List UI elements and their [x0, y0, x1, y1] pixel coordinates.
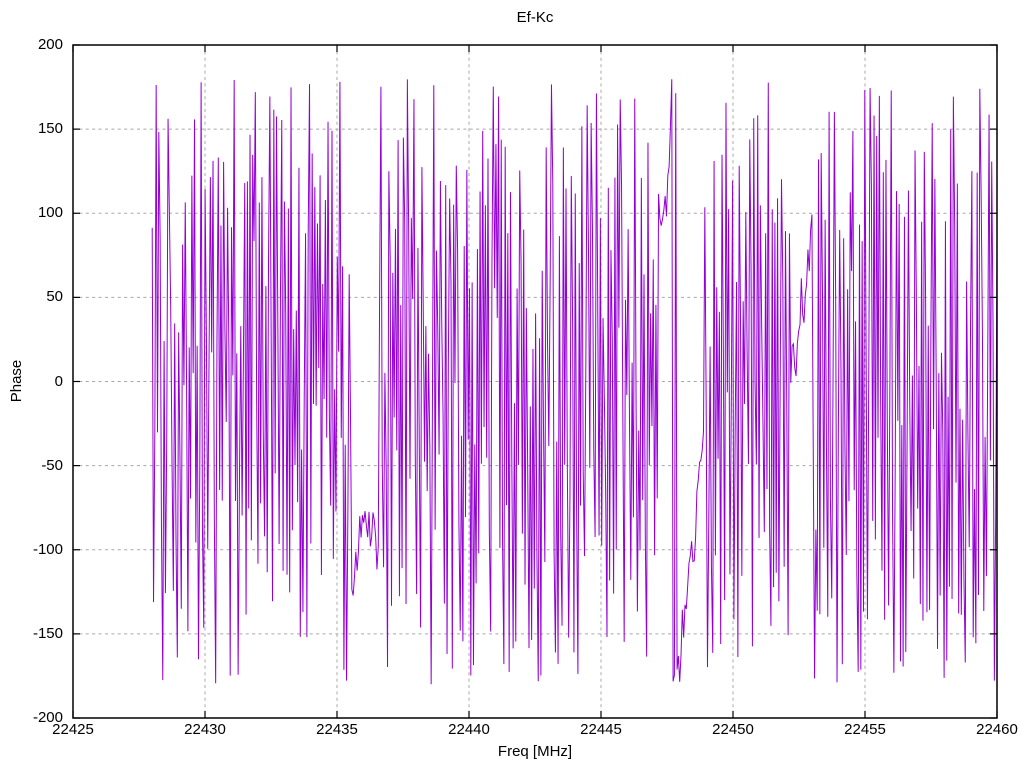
y-tick-label: 0 — [54, 372, 63, 390]
y-tick-label: -200 — [32, 709, 63, 726]
y-tick-label: -150 — [32, 624, 63, 642]
x-tick-label: 22430 — [184, 721, 226, 738]
x-tick-label: 22445 — [580, 721, 622, 738]
x-tick-label: 22425 — [52, 721, 94, 738]
x-tick-label: 22440 — [448, 721, 490, 738]
y-tick-label: -50 — [41, 456, 63, 474]
x-tick-label: 22455 — [844, 721, 886, 738]
x-tick-label: 22435 — [316, 721, 358, 738]
y-tick-label: -100 — [32, 540, 63, 558]
plot-border — [72, 44, 998, 719]
y-tick-label: 100 — [37, 204, 63, 222]
y-tick-label: 200 — [37, 36, 63, 53]
x-tick-label: 22460 — [976, 721, 1018, 738]
phase-trace — [151, 79, 997, 685]
x-axis-label: Freq [MHz] — [497, 743, 573, 760]
y-tick-label: 150 — [37, 120, 63, 138]
x-tick-label: 22450 — [712, 721, 754, 738]
chart-title: Ef-Kc — [516, 9, 554, 26]
y-tick-label: 50 — [46, 288, 63, 306]
